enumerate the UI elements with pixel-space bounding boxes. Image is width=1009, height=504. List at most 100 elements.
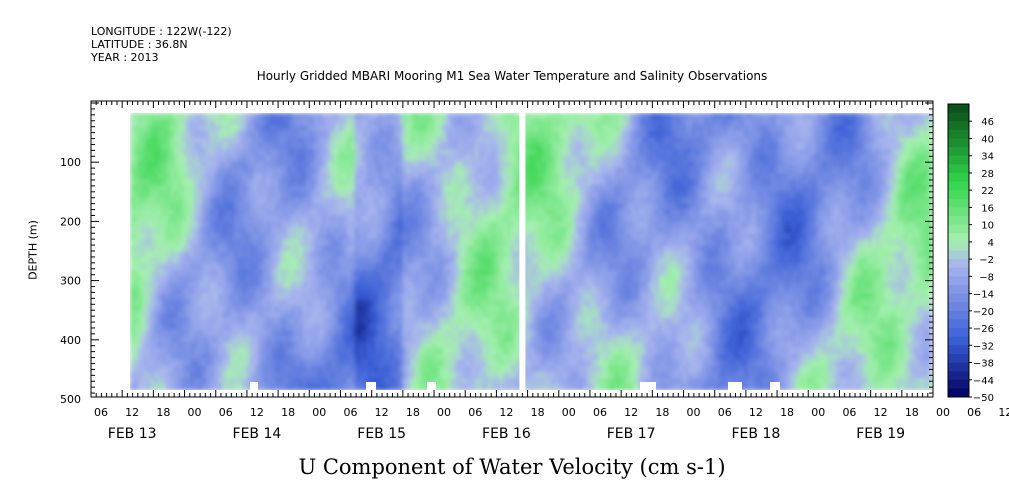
- heatmap-cell: [442, 257, 448, 265]
- heatmap-cell: [318, 131, 324, 138]
- heatmap-cell: [374, 161, 380, 168]
- heatmap-cell: [358, 119, 364, 126]
- heatmap-cell: [222, 209, 227, 216]
- heatmap-cell: [462, 311, 468, 319]
- heatmap-cell: [438, 191, 444, 198]
- heatmap-cell: [318, 233, 324, 240]
- heatmap-cell: [543, 251, 548, 259]
- heatmap-cell: [254, 137, 259, 144]
- heatmap-cell: [226, 263, 231, 271]
- heatmap-cell: [218, 239, 223, 247]
- heatmap-cell: [158, 215, 163, 222]
- heatmap-cell: [262, 384, 267, 390]
- heatmap-cell: [551, 317, 556, 325]
- heatmap-cell: [186, 155, 191, 162]
- heatmap-cell: [166, 167, 171, 174]
- heatmap-cell: [314, 143, 320, 150]
- heatmap-cell: [166, 353, 171, 361]
- heatmap-cell: [454, 329, 460, 337]
- heatmap-cell: [258, 215, 263, 222]
- heatmap-cell: [434, 245, 440, 253]
- heatmap-cell: [494, 221, 500, 228]
- heatmap-cell: [559, 317, 564, 325]
- heatmap-cell: [210, 131, 215, 138]
- heatmap-cell: [270, 311, 275, 319]
- heatmap-cell: [450, 384, 456, 390]
- heatmap-cell: [230, 353, 235, 361]
- heatmap-cell: [386, 251, 392, 259]
- heatmap-cell: [434, 293, 440, 301]
- heatmap-cell: [543, 215, 548, 222]
- heatmap-cell: [286, 227, 291, 234]
- heatmap-cell: [418, 137, 424, 144]
- heatmap-cell: [466, 281, 472, 289]
- heatmap-cell: [490, 191, 496, 198]
- heatmap-cell: [358, 365, 364, 373]
- heatmap-cell: [282, 161, 287, 168]
- heatmap-cell: [314, 215, 320, 222]
- heatmap-cell: [474, 137, 480, 144]
- heatmap-cell: [466, 131, 472, 138]
- heatmap-cell: [130, 131, 135, 138]
- heatmap-cell: [430, 119, 436, 126]
- heatmap-cell: [170, 143, 175, 150]
- heatmap-cell: [298, 119, 303, 126]
- heatmap-cell: [134, 335, 139, 343]
- heatmap-cell: [346, 203, 352, 210]
- heatmap-cell: [539, 263, 544, 271]
- heatmap-cell: [386, 221, 392, 228]
- heatmap-cell: [346, 161, 352, 168]
- heatmap-cell: [422, 203, 428, 210]
- heatmap-cell: [478, 233, 484, 240]
- heatmap-cell: [466, 143, 472, 150]
- heatmap-cell: [166, 155, 171, 162]
- heatmap-cell: [458, 119, 464, 126]
- heatmap-cell: [563, 191, 568, 198]
- heatmap-cell: [442, 215, 448, 222]
- heatmap-cell: [563, 239, 568, 247]
- heatmap-cell: [170, 293, 175, 301]
- heatmap-cell: [302, 359, 307, 367]
- heatmap-cell: [310, 203, 315, 210]
- heatmap-cell: [442, 119, 448, 126]
- heatmap-cell: [234, 227, 239, 234]
- heatmap-cell: [146, 335, 151, 343]
- heatmap-cell: [346, 179, 352, 186]
- heatmap-cell: [190, 113, 195, 120]
- heatmap-cell: [246, 185, 251, 192]
- heatmap-cell: [370, 257, 376, 265]
- heatmap-cell: [290, 245, 295, 253]
- heatmap-cell: [290, 149, 295, 156]
- heatmap-cell: [402, 335, 408, 343]
- heatmap-cell: [214, 341, 219, 349]
- heatmap-cell: [178, 137, 183, 144]
- heatmap-cell: [515, 317, 520, 325]
- heatmap-cell: [402, 251, 408, 259]
- heatmap-cell: [358, 185, 364, 192]
- heatmap-cell: [310, 269, 315, 277]
- heatmap-cell: [158, 353, 163, 361]
- heatmap-cell: [535, 227, 540, 234]
- heatmap-cell: [178, 173, 183, 180]
- heatmap-cell: [278, 239, 283, 247]
- heatmap-cell: [262, 305, 267, 313]
- heatmap-cell: [134, 143, 139, 150]
- heatmap-cell: [506, 185, 512, 192]
- heatmap-cell: [154, 341, 159, 349]
- heatmap-cell: [378, 311, 384, 319]
- heatmap-cell: [450, 371, 456, 379]
- heatmap-cell: [166, 179, 171, 186]
- heatmap-cell: [166, 323, 171, 331]
- heatmap-cell: [362, 131, 368, 138]
- heatmap-cell: [555, 209, 560, 216]
- heatmap-cell: [535, 173, 540, 180]
- heatmap-cell: [318, 227, 324, 234]
- heatmap-cell: [454, 323, 460, 331]
- heatmap-cell: [394, 119, 400, 126]
- heatmap-cell: [258, 305, 263, 313]
- heatmap-cell: [226, 143, 231, 150]
- heatmap-cell: [378, 353, 384, 361]
- heatmap-cell: [394, 365, 400, 373]
- heatmap-cell: [434, 335, 440, 343]
- heatmap-cell: [202, 341, 207, 349]
